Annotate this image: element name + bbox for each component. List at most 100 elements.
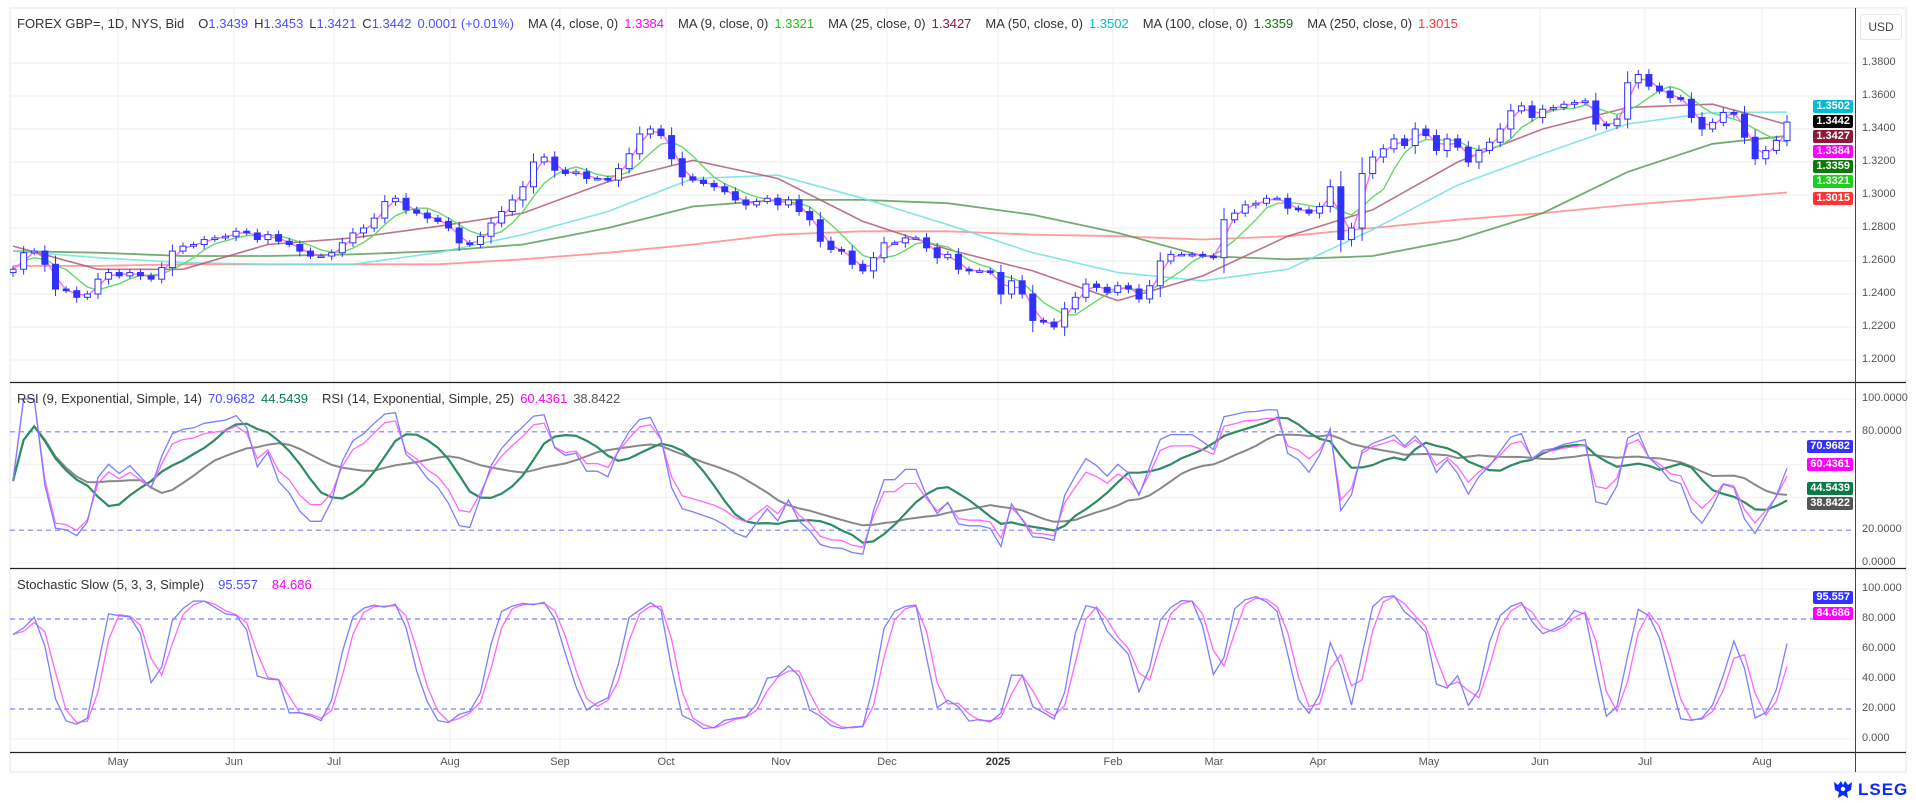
- candle: [1347, 222, 1355, 247]
- candle: [1093, 280, 1101, 292]
- candle: [1316, 202, 1324, 219]
- candle: [1698, 112, 1706, 136]
- candle: [1432, 129, 1440, 156]
- candle-body: [221, 235, 229, 239]
- ma-legend-item[interactable]: MA (100, close, 0) 1.3359: [1143, 16, 1294, 31]
- candle-body: [200, 239, 208, 246]
- candle-body: [572, 171, 580, 175]
- candle-body: [838, 248, 846, 252]
- candle-body: [1199, 253, 1207, 257]
- symbol-title[interactable]: FOREX GBP=, 1D, NYS, Bid: [17, 16, 185, 31]
- candle: [243, 228, 251, 236]
- price-axis-label: 1.3400: [1862, 122, 1896, 134]
- candle: [742, 196, 750, 210]
- candle: [1284, 193, 1292, 215]
- candle-body: [1135, 288, 1143, 300]
- candle-body: [636, 133, 644, 155]
- main-legend: FOREX GBP=, 1D, NYS, Bid O1.3439 H1.3453…: [17, 16, 1458, 31]
- price-axis-label: 1.2800: [1862, 221, 1896, 233]
- candle: [530, 153, 538, 194]
- stoch-legend-label[interactable]: Stochastic Slow (5, 3, 3, Simple): [17, 577, 205, 592]
- candle-body: [731, 191, 739, 201]
- time-axis-label: Dec: [877, 756, 897, 768]
- ma-label: MA (9, close, 0): [678, 16, 769, 31]
- rsi-legend-item[interactable]: RSI (9, Exponential, Simple, 14) 70.9682 4…: [17, 391, 308, 406]
- candle-body: [476, 235, 484, 245]
- stoch-legend: Stochastic Slow (5, 3, 3, Simple) 95.557…: [17, 577, 312, 592]
- candle: [1464, 140, 1472, 167]
- candle: [498, 206, 506, 228]
- ma-legend-item[interactable]: MA (4, close, 0) 1.3384: [528, 16, 664, 31]
- candle-body: [912, 237, 920, 240]
- rsi-legend-item[interactable]: RSI (14, Exponential, Simple, 25) 60.4361…: [322, 391, 620, 406]
- candle-body: [1029, 293, 1037, 321]
- price-tag: 1.3442: [1813, 115, 1853, 128]
- candle: [1252, 200, 1260, 209]
- candle: [519, 180, 527, 208]
- candle-body: [742, 199, 750, 206]
- candle-body: [1602, 123, 1610, 127]
- candle-body: [1464, 146, 1472, 163]
- ma-legend-item[interactable]: MA (25, close, 0) 1.3427: [828, 16, 971, 31]
- candle-body: [1634, 74, 1642, 84]
- stoch-k-value: 95.557: [218, 577, 258, 592]
- stoch-tag: 84.686: [1813, 607, 1853, 620]
- ohlc-values: O1.3439 H1.3453 L1.3421 C1.3442 0.0001 (…: [198, 16, 514, 31]
- candle: [1719, 107, 1727, 127]
- ma-label: MA (4, close, 0): [527, 16, 619, 31]
- candle-body: [1071, 296, 1079, 310]
- candle: [551, 151, 559, 178]
- currency-button[interactable]: USD: [1860, 14, 1902, 40]
- high-label: H: [254, 16, 264, 31]
- rsi-legend: RSI (9, Exponential, Simple, 14) 70.9682 4…: [17, 391, 620, 406]
- ma-legend-item[interactable]: MA (250, close, 0) 1.3015: [1307, 16, 1458, 31]
- lseg-crest-icon: [1834, 781, 1852, 798]
- candle: [763, 195, 771, 205]
- candle: [508, 194, 516, 216]
- candle: [1337, 171, 1345, 253]
- candle: [1326, 179, 1334, 213]
- candle: [62, 286, 70, 294]
- candle: [1039, 317, 1047, 325]
- candle: [1369, 150, 1377, 179]
- candle-body: [763, 197, 771, 203]
- candle-body: [1093, 283, 1101, 288]
- candle: [30, 248, 38, 256]
- candle: [1241, 200, 1249, 217]
- candle: [1666, 86, 1674, 104]
- candle-body: [243, 230, 251, 234]
- candle: [105, 268, 113, 285]
- candle: [136, 269, 144, 281]
- change-value: 0.0001 (+0.01%): [417, 16, 514, 31]
- ma-legend-item[interactable]: MA (9, close, 0) 1.3321: [678, 16, 814, 31]
- candle-body: [1316, 206, 1324, 214]
- candle-body: [1337, 186, 1345, 241]
- candle: [1071, 291, 1079, 314]
- candle-body: [41, 250, 49, 265]
- candle-body: [1762, 149, 1770, 160]
- candle-body: [1156, 260, 1164, 287]
- candle: [1082, 278, 1090, 302]
- ma-legend: MA (4, close, 0) 1.3384 MA (9, close, 0) 1.…: [528, 16, 1458, 31]
- candle: [1411, 122, 1419, 155]
- candle: [901, 234, 909, 248]
- candle: [1124, 282, 1132, 294]
- candle-body: [275, 234, 283, 242]
- ma-value: 1.3427: [931, 16, 972, 31]
- candle: [721, 183, 729, 195]
- candle-body: [1432, 135, 1440, 151]
- candle: [1762, 145, 1770, 165]
- price-axis-label: 1.2600: [1862, 254, 1896, 266]
- ma-legend-item[interactable]: MA (50, close, 0) 1.3502: [985, 16, 1128, 31]
- candle-body: [540, 156, 548, 163]
- candle-body: [1709, 121, 1717, 130]
- candle: [1262, 194, 1270, 207]
- candle-body: [1358, 173, 1366, 229]
- rsi-signal-value: 38.8422: [573, 391, 621, 406]
- rsi-axis-label: 100.0000: [1862, 392, 1908, 404]
- stoch-d-line: [12, 595, 1788, 729]
- time-axis-label: Oct: [657, 756, 675, 768]
- candle-body: [1751, 136, 1759, 160]
- candle: [954, 248, 962, 275]
